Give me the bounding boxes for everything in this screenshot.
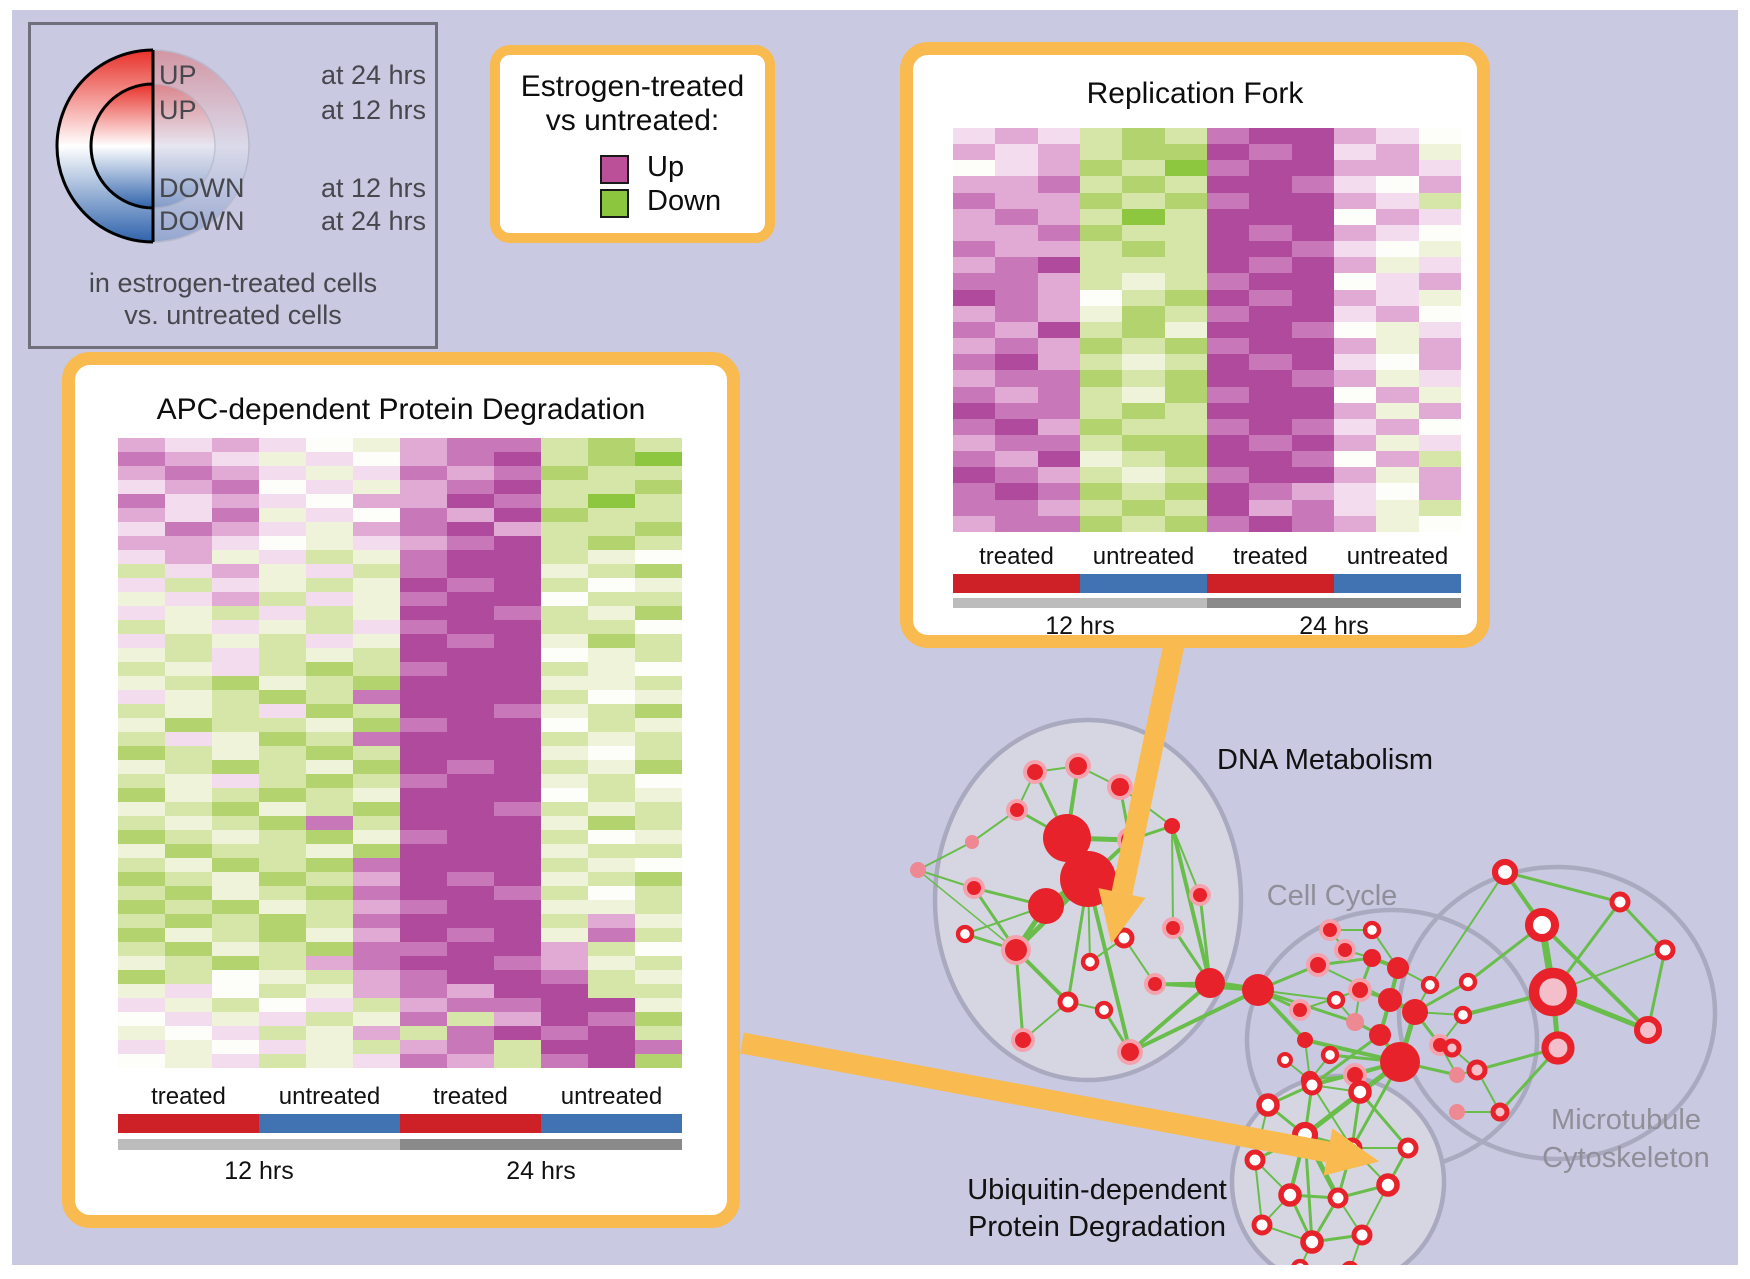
- apc-bar-treated-12: [118, 1114, 259, 1133]
- dna-metabolism-label: DNA Metabolism: [1217, 744, 1433, 776]
- rf-heatmap: [953, 128, 1461, 532]
- apc-bar-untreated-12: [259, 1114, 400, 1133]
- apc-panel-title: APC-dependent Protein Degradation: [156, 393, 646, 426]
- rf-24hrs-label: 24 hrs: [1299, 612, 1369, 640]
- rf-bar-untreated-24: [1334, 574, 1461, 593]
- rf-bar-treated-12: [953, 574, 1080, 593]
- apc-treated-24-label: treated: [433, 1083, 508, 1110]
- apc-heatmap-panel: APC-dependent Protein Degradation treate…: [62, 352, 740, 1228]
- replication-fork-heatmap-panel: Replication Fork treated untreated treat…: [900, 42, 1490, 648]
- apc-bar-12hrs: [118, 1139, 400, 1150]
- connector-arrows: [740, 637, 1380, 1176]
- rf-bar-treated-24: [1207, 574, 1334, 593]
- apc-12hrs-label: 12 hrs: [224, 1157, 294, 1185]
- apc-time-labels: 12 hrs 24 hrs: [118, 1157, 682, 1186]
- legend-up-24-dir: UP: [159, 60, 197, 90]
- rf-condition-colorbar: [953, 574, 1461, 593]
- rf-panel-title: Replication Fork: [1086, 77, 1304, 110]
- legend-up-24-time: at 24 hrs: [320, 60, 426, 90]
- apc-bar-untreated-24: [541, 1114, 682, 1133]
- rf-bar-untreated-12: [1080, 574, 1207, 593]
- rf-time-labels: 12 hrs 24 hrs: [953, 612, 1461, 641]
- legend-up-12-time: at 12 hrs: [320, 95, 426, 125]
- estrogen-legend-title-line2: vs untreated:: [545, 104, 720, 137]
- apc-bar-24hrs: [400, 1139, 682, 1150]
- ubiquitin-label-line1: Ubiquitin-dependent: [967, 1174, 1227, 1206]
- rf-untreated-24-label: untreated: [1346, 543, 1449, 570]
- gradient-circle-legend-icon: [55, 48, 250, 244]
- legend-footer-line2: vs. untreated cells: [124, 300, 342, 330]
- down-label: Down: [647, 185, 722, 217]
- legend-up-12-dir: UP: [159, 95, 197, 125]
- ubiquitin-degradation-label: Ubiquitin-dependent Protein Degradation: [937, 1172, 1257, 1246]
- down-color-swatch: [600, 189, 629, 218]
- microtubule-cytoskeleton-label: Microtubule Cytoskeleton: [1486, 1101, 1750, 1177]
- rf-12hrs-label: 12 hrs: [1045, 612, 1115, 640]
- network-graph: [910, 717, 1718, 1265]
- apc-time-bar: [118, 1139, 682, 1150]
- ubiquitin-label-line2: Protein Degradation: [968, 1211, 1226, 1243]
- rf-time-bar: [953, 598, 1461, 608]
- apc-bar-treated-24: [400, 1114, 541, 1133]
- rf-bar-12hrs: [953, 598, 1207, 608]
- rf-untreated-12-label: untreated: [1092, 543, 1195, 570]
- microtubule-label-line1: Microtubule: [1551, 1104, 1701, 1136]
- legend-down-24-dir: DOWN: [159, 206, 245, 236]
- apc-group-labels: treated untreated treated untreated: [118, 1083, 682, 1111]
- rf-treated-12-label: treated: [979, 543, 1054, 570]
- rf-bar-24hrs: [1207, 598, 1461, 608]
- up-label: Up: [647, 151, 685, 183]
- cell-cycle-label: Cell Cycle: [1266, 880, 1398, 912]
- microtubule-label-line2: Cytoskeleton: [1542, 1142, 1710, 1174]
- legend-down-12-dir: DOWN: [159, 173, 245, 203]
- legend-down-12-time: at 12 hrs: [320, 173, 426, 203]
- apc-untreated-24-label: untreated: [560, 1083, 663, 1110]
- apc-24hrs-label: 24 hrs: [506, 1157, 576, 1185]
- updown-legend-box: UP at 24 hrs UP at 12 hrs DOWN at 12 hrs…: [28, 22, 438, 349]
- rf-group-labels: treated untreated treated untreated: [953, 543, 1461, 571]
- rf-treated-24-label: treated: [1233, 543, 1308, 570]
- estrogen-legend-box: Estrogen-treated vs untreated: Up Down: [490, 45, 775, 243]
- apc-heatmap: [118, 438, 682, 1068]
- legend-footer-line1: in estrogen-treated cells: [88, 268, 378, 298]
- up-color-swatch: [600, 155, 629, 184]
- apc-untreated-12-label: untreated: [278, 1083, 381, 1110]
- apc-treated-12-label: treated: [151, 1083, 226, 1110]
- estrogen-legend-title-line1: Estrogen-treated: [520, 70, 745, 103]
- legend-down-24-time: at 24 hrs: [320, 206, 426, 236]
- apc-condition-colorbar: [118, 1114, 682, 1133]
